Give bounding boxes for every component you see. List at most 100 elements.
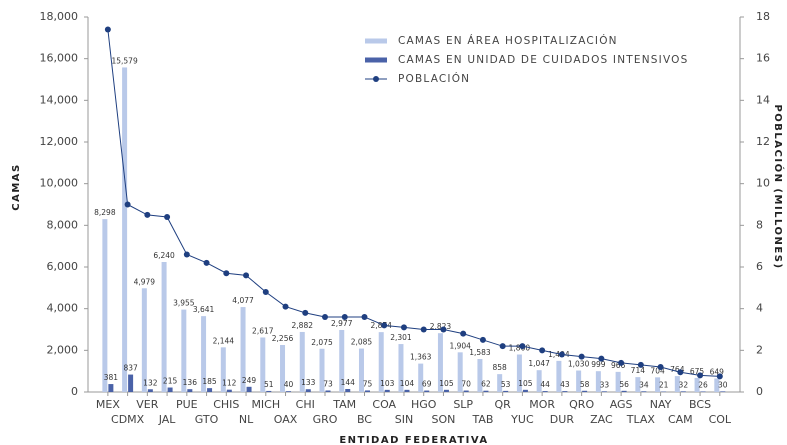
bar bbox=[680, 391, 686, 392]
x-tick-label: MICH bbox=[251, 398, 280, 411]
bar bbox=[384, 389, 390, 392]
bar bbox=[404, 389, 410, 392]
point bbox=[460, 330, 467, 337]
y2-tick-label: 16 bbox=[756, 52, 770, 65]
bar bbox=[483, 390, 489, 392]
data-label: 837 bbox=[123, 364, 138, 373]
point bbox=[420, 326, 427, 333]
x-axis-title: ENTIDAD FEDERATIVA bbox=[339, 435, 488, 445]
bar bbox=[424, 390, 430, 392]
point bbox=[144, 211, 151, 218]
data-label: 40 bbox=[284, 380, 294, 389]
bar bbox=[556, 360, 562, 392]
bar bbox=[246, 386, 252, 392]
data-label: 2,977 bbox=[331, 319, 353, 328]
bar bbox=[601, 391, 607, 392]
bar bbox=[700, 391, 706, 392]
bar bbox=[161, 262, 167, 392]
data-label: 185 bbox=[202, 377, 217, 386]
x-tick-label: AGS bbox=[610, 398, 633, 411]
point bbox=[499, 343, 506, 350]
x-tick-label: BC bbox=[357, 413, 372, 426]
y-tick-label: 18,000 bbox=[40, 10, 79, 23]
bar bbox=[102, 219, 108, 392]
point bbox=[578, 353, 585, 360]
bar bbox=[621, 390, 627, 392]
bar bbox=[536, 370, 542, 392]
x-tick-label: GRO bbox=[313, 413, 338, 426]
point bbox=[124, 201, 131, 208]
legend-swatch bbox=[373, 76, 379, 82]
bar bbox=[240, 307, 246, 392]
data-label: 1,583 bbox=[469, 348, 491, 357]
y2-tick-label: 6 bbox=[756, 260, 763, 273]
data-label: 69 bbox=[422, 380, 432, 389]
y-tick-label: 8,000 bbox=[47, 218, 79, 231]
point bbox=[558, 351, 565, 358]
x-tick-label: COL bbox=[709, 413, 732, 426]
x-tick-label: TAB bbox=[471, 413, 493, 426]
data-label: 1,030 bbox=[568, 360, 590, 369]
bar bbox=[226, 389, 232, 392]
data-label: 6,240 bbox=[153, 251, 175, 260]
data-label: 1,363 bbox=[410, 353, 432, 362]
y2-tick-label: 10 bbox=[756, 177, 770, 190]
data-label: 1,047 bbox=[528, 359, 550, 368]
bar bbox=[122, 67, 128, 392]
data-label: 44 bbox=[540, 380, 550, 389]
x-tick-label: MEX bbox=[96, 398, 120, 411]
bar bbox=[299, 331, 305, 392]
data-label: 56 bbox=[619, 380, 629, 389]
y-tick-label: 2,000 bbox=[47, 343, 79, 356]
legend-label: CAMAS EN UNIDAD DE CUIDADOS INTENSIVOS bbox=[398, 54, 688, 66]
bar bbox=[516, 354, 522, 392]
x-tick-label: BCS bbox=[689, 398, 711, 411]
x-tick-label: YUC bbox=[510, 413, 534, 426]
x-tick-label: OAX bbox=[274, 413, 298, 426]
bar bbox=[463, 390, 469, 392]
y2-axis-title: POBLACIÓN (MILLONES) bbox=[772, 104, 785, 269]
x-tick-label: PUE bbox=[176, 398, 198, 411]
legend-swatch bbox=[365, 38, 387, 44]
bar bbox=[220, 347, 226, 392]
bar bbox=[187, 389, 193, 392]
data-label: 136 bbox=[183, 378, 198, 387]
x-tick-label: NAY bbox=[650, 398, 672, 411]
x-tick-label: TLAX bbox=[626, 413, 656, 426]
y2-tick-label: 12 bbox=[756, 135, 770, 148]
data-label: 75 bbox=[363, 379, 373, 388]
bar bbox=[720, 391, 726, 392]
bar bbox=[325, 390, 331, 392]
data-label: 105 bbox=[439, 379, 454, 388]
y-tick-label: 4,000 bbox=[47, 302, 79, 315]
bar bbox=[147, 389, 153, 392]
x-tick-label: VER bbox=[136, 398, 158, 411]
bar bbox=[714, 378, 720, 392]
legend-label: CAMAS EN ÁREA HOSPITALIZACIÓN bbox=[398, 34, 618, 47]
data-label: 2,075 bbox=[311, 338, 333, 347]
point bbox=[637, 361, 644, 368]
x-tick-label: QRO bbox=[569, 398, 594, 411]
data-label: 2,301 bbox=[390, 333, 412, 342]
bar bbox=[477, 359, 483, 392]
point bbox=[223, 270, 230, 277]
point bbox=[164, 214, 171, 220]
bar bbox=[641, 391, 647, 392]
data-label: 104 bbox=[400, 379, 415, 388]
data-label: 144 bbox=[341, 378, 356, 387]
bar bbox=[167, 387, 173, 392]
bar bbox=[339, 329, 345, 392]
data-label: 381 bbox=[104, 373, 119, 382]
x-tick-label: SON bbox=[432, 413, 456, 426]
legend-label: POBLACIÓN bbox=[398, 72, 470, 85]
y-tick-label: 16,000 bbox=[40, 52, 79, 65]
data-label: 3,641 bbox=[193, 305, 215, 314]
line bbox=[107, 29, 720, 377]
data-label: 1,904 bbox=[449, 341, 471, 350]
bar bbox=[615, 371, 621, 392]
x-tick-label: MOR bbox=[529, 398, 555, 411]
point bbox=[697, 372, 704, 379]
bar bbox=[443, 389, 449, 392]
data-label: 2,085 bbox=[351, 338, 373, 347]
